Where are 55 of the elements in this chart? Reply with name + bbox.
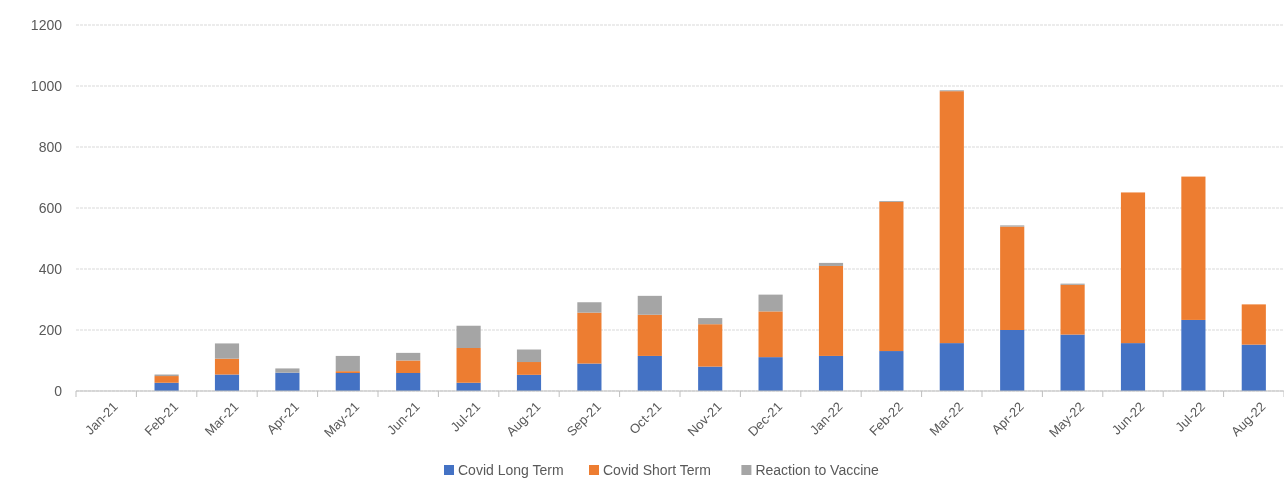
- bar: [396, 352, 421, 361]
- legend-label: Reaction to Vaccine: [755, 462, 880, 478]
- bar: [214, 358, 240, 375]
- bar: [758, 294, 783, 312]
- bar: [214, 374, 240, 391]
- bar: [1181, 176, 1206, 320]
- bar: [818, 265, 844, 356]
- bar: [818, 262, 844, 266]
- bar: [637, 355, 662, 391]
- bar: [275, 372, 300, 391]
- y-tick-label: 200: [38, 321, 63, 338]
- bar: [154, 376, 179, 383]
- bar: [879, 351, 904, 391]
- bar: [879, 201, 904, 352]
- bar: [396, 373, 421, 391]
- bar: [758, 357, 783, 391]
- bar: [698, 366, 723, 391]
- legend-label: Covid Long Term: [458, 462, 564, 478]
- bar: [577, 302, 602, 313]
- bar: [335, 373, 360, 391]
- bar: [456, 348, 481, 383]
- bar: [396, 360, 421, 374]
- bar: [637, 314, 662, 356]
- bar: [1000, 226, 1025, 330]
- bar: [577, 312, 602, 364]
- bar: [939, 91, 964, 344]
- bar: [1060, 334, 1085, 391]
- bar: [456, 325, 481, 348]
- bar: [758, 311, 783, 358]
- bar: [939, 343, 964, 391]
- bar: [1120, 343, 1146, 391]
- y-tick-label: 0: [54, 382, 63, 399]
- legend-label: Covid Short Term: [603, 462, 711, 478]
- bar: [577, 363, 602, 391]
- bar: [516, 374, 542, 391]
- bar: [818, 355, 844, 391]
- bar: [214, 343, 240, 359]
- bar: [275, 368, 300, 373]
- bar: [516, 349, 542, 363]
- bar: [698, 318, 723, 325]
- bar: [1060, 284, 1085, 335]
- bar: [1181, 319, 1206, 391]
- bar: [1241, 344, 1266, 391]
- bar: [516, 362, 542, 375]
- bar: [698, 324, 723, 367]
- y-tick-label: 400: [38, 260, 63, 277]
- bar: [1000, 330, 1025, 391]
- y-tick-label: 1200: [30, 16, 63, 33]
- bar: [1120, 192, 1146, 344]
- bar: [1241, 304, 1266, 345]
- y-tick-label: 600: [38, 199, 63, 216]
- y-tick-label: 1000: [30, 77, 63, 94]
- bar: [637, 295, 662, 315]
- y-tick-label: 800: [38, 138, 63, 155]
- bar: [335, 355, 360, 372]
